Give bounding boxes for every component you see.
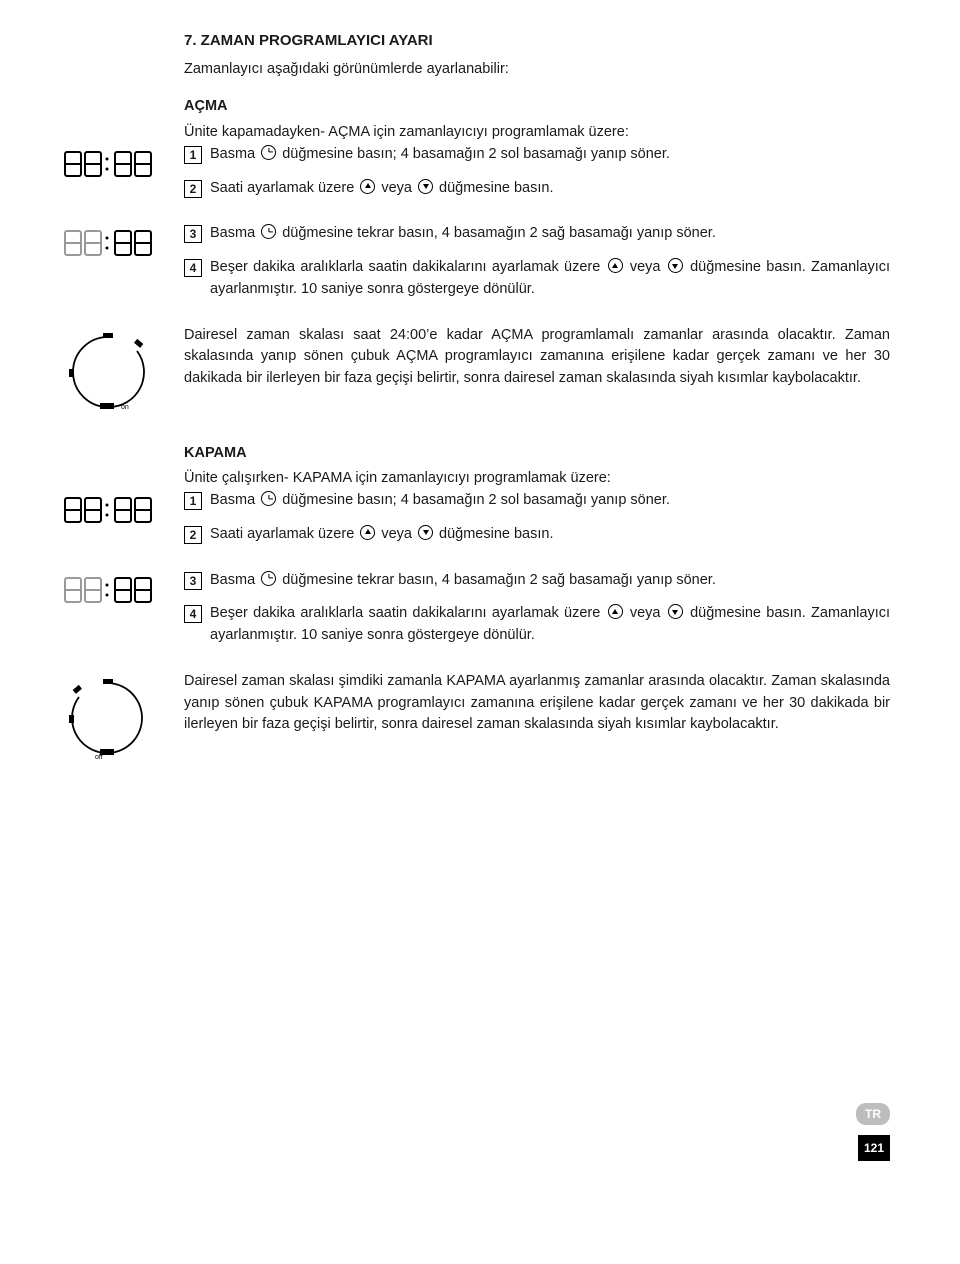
acma-description: Dairesel zaman skalası saat 24:00’e kada…: [184, 325, 890, 390]
kapama-step-4: 4 Beşer dakika aralıklarla saatin dakika…: [184, 603, 890, 647]
step-text: Saati ayarlamak üzere: [210, 180, 354, 196]
display-icon-right-digits: [60, 570, 156, 606]
step-text: düğmesine basın.: [439, 526, 553, 542]
kapama-step-2: 2 Saati ayarlamak üzere veya düğmesine b…: [184, 524, 890, 546]
clock-icon: [261, 145, 276, 160]
step-number: 3: [184, 225, 202, 243]
step-text: Saati ayarlamak üzere: [210, 526, 354, 542]
step-text: Beşer dakika aralıklarla saatin dakikala…: [210, 605, 600, 621]
intro-text: Zamanlayıcı aşağıdaki görünümlerde ayarl…: [184, 59, 890, 81]
step-number: 1: [184, 492, 202, 510]
acma-lead: Ünite kapamadayken- AÇMA için zamanlayıc…: [184, 122, 890, 144]
up-icon: [360, 525, 375, 540]
kapama-description: Dairesel zaman skalası şimdiki zamanla K…: [184, 671, 890, 736]
down-icon: [668, 604, 683, 619]
acma-step-4: 4 Beşer dakika aralıklarla saatin dakika…: [184, 257, 890, 301]
step-number: 2: [184, 180, 202, 198]
up-icon: [608, 604, 623, 619]
acma-title: AÇMA: [184, 96, 890, 118]
acma-step-1: 1 Basma düğmesine basın; 4 basamağın 2 s…: [184, 144, 890, 166]
kapama-lead: Ünite çalışırken- KAPAMA için zamanlayıc…: [184, 468, 890, 490]
down-icon: [668, 258, 683, 273]
step-text-pre: Basma: [210, 492, 255, 508]
acma-step-3: 3 Basma düğmesine tekrar basın, 4 basama…: [184, 223, 890, 245]
acma-step-2: 2 Saati ayarlamak üzere veya düğmesine b…: [184, 178, 890, 200]
dial-icon-on: on: [60, 325, 156, 415]
clock-icon: [261, 224, 276, 239]
kapama-title: KAPAMA: [184, 443, 890, 465]
step-text-pre: Basma: [210, 572, 255, 588]
display-icon-all-digits: [60, 490, 156, 526]
step-text: veya: [630, 605, 661, 621]
step-text-post: düğmesine basın; 4 basamağın 2 sol basam…: [282, 492, 670, 508]
step-number: 1: [184, 146, 202, 164]
up-icon: [608, 258, 623, 273]
display-icon-all-digits: [60, 144, 156, 180]
section-heading: 7. ZAMAN PROGRAMLAYICI AYARI: [184, 30, 890, 53]
kapama-step-1: 1 Basma düğmesine basın; 4 basamağın 2 s…: [184, 490, 890, 512]
step-text: veya: [381, 180, 412, 196]
language-badge: TR: [856, 1103, 890, 1125]
down-icon: [418, 179, 433, 194]
down-icon: [418, 525, 433, 540]
step-text-pre: Basma: [210, 225, 255, 241]
svg-text:on: on: [121, 404, 129, 411]
up-icon: [360, 179, 375, 194]
page-number: 121: [858, 1135, 890, 1161]
step-text-post: düğmesine tekrar basın, 4 basamağın 2 sa…: [282, 572, 716, 588]
step-number: 3: [184, 572, 202, 590]
step-text: Beşer dakika aralıklarla saatin dakikala…: [210, 259, 600, 275]
step-text: düğmesine basın.: [439, 180, 553, 196]
clock-icon: [261, 571, 276, 586]
step-text: veya: [381, 526, 412, 542]
step-number: 2: [184, 526, 202, 544]
dial-icon-off: off: [60, 671, 156, 761]
clock-icon: [261, 491, 276, 506]
step-text-post: düğmesine tekrar basın, 4 basamağın 2 sa…: [282, 225, 716, 241]
step-number: 4: [184, 605, 202, 623]
svg-text:off: off: [95, 754, 103, 761]
step-number: 4: [184, 259, 202, 277]
display-icon-right-digits: [60, 223, 156, 259]
step-text-pre: Basma: [210, 146, 255, 162]
step-text-post: düğmesine basın; 4 basamağın 2 sol basam…: [282, 146, 670, 162]
kapama-step-3: 3 Basma düğmesine tekrar basın, 4 basama…: [184, 570, 890, 592]
step-text: veya: [630, 259, 661, 275]
